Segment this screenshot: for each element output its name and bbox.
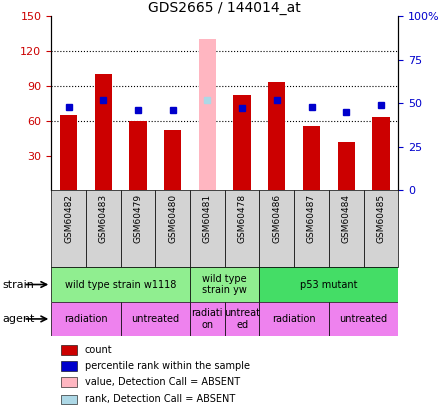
Bar bbox=[61, 377, 77, 387]
Bar bbox=[329, 302, 398, 336]
Bar bbox=[61, 394, 77, 405]
Text: radiation: radiation bbox=[272, 314, 316, 324]
Text: GSM60481: GSM60481 bbox=[203, 194, 212, 243]
Bar bbox=[234, 95, 251, 190]
Text: GSM60478: GSM60478 bbox=[238, 194, 247, 243]
Text: GSM60485: GSM60485 bbox=[376, 194, 385, 243]
Bar bbox=[129, 121, 147, 190]
Text: value, Detection Call = ABSENT: value, Detection Call = ABSENT bbox=[85, 377, 240, 387]
Text: untreat
ed: untreat ed bbox=[224, 308, 260, 330]
Text: p53 mutant: p53 mutant bbox=[300, 279, 358, 290]
Bar bbox=[61, 345, 77, 355]
Text: radiati
on: radiati on bbox=[192, 308, 223, 330]
Text: strain: strain bbox=[2, 279, 34, 290]
Bar bbox=[225, 190, 259, 267]
Text: agent: agent bbox=[2, 314, 35, 324]
Text: percentile rank within the sample: percentile rank within the sample bbox=[85, 361, 250, 371]
Bar bbox=[338, 142, 355, 190]
Bar bbox=[372, 117, 390, 190]
Bar bbox=[51, 190, 86, 267]
Bar bbox=[121, 302, 190, 336]
Bar bbox=[121, 190, 155, 267]
Text: GSM60482: GSM60482 bbox=[64, 194, 73, 243]
Bar bbox=[303, 126, 320, 190]
Bar bbox=[95, 74, 112, 190]
Bar bbox=[155, 190, 190, 267]
Text: rank, Detection Call = ABSENT: rank, Detection Call = ABSENT bbox=[85, 394, 235, 405]
Bar bbox=[259, 267, 398, 302]
Bar bbox=[190, 267, 259, 302]
Text: GSM60487: GSM60487 bbox=[307, 194, 316, 243]
Bar bbox=[268, 82, 286, 190]
Text: untreated: untreated bbox=[131, 314, 179, 324]
Text: wild type strain w1118: wild type strain w1118 bbox=[65, 279, 176, 290]
Text: GSM60479: GSM60479 bbox=[134, 194, 142, 243]
Text: GSM60483: GSM60483 bbox=[99, 194, 108, 243]
Text: radiation: radiation bbox=[64, 314, 108, 324]
Bar bbox=[294, 190, 329, 267]
Bar bbox=[60, 115, 77, 190]
Text: GSM60486: GSM60486 bbox=[272, 194, 281, 243]
Title: GDS2665 / 144014_at: GDS2665 / 144014_at bbox=[148, 1, 301, 15]
Bar bbox=[86, 190, 121, 267]
Bar bbox=[61, 361, 77, 371]
Text: wild type
strain yw: wild type strain yw bbox=[202, 274, 247, 295]
Text: GSM60480: GSM60480 bbox=[168, 194, 177, 243]
Bar bbox=[198, 39, 216, 190]
Text: GSM60484: GSM60484 bbox=[342, 194, 351, 243]
Bar bbox=[51, 267, 190, 302]
Bar bbox=[225, 302, 259, 336]
Bar bbox=[164, 130, 182, 190]
Bar bbox=[259, 302, 329, 336]
Bar bbox=[51, 302, 121, 336]
Bar bbox=[329, 190, 364, 267]
Text: count: count bbox=[85, 345, 112, 355]
Bar bbox=[364, 190, 398, 267]
Bar bbox=[190, 302, 225, 336]
Bar bbox=[190, 190, 225, 267]
Text: untreated: untreated bbox=[340, 314, 388, 324]
Bar bbox=[259, 190, 294, 267]
